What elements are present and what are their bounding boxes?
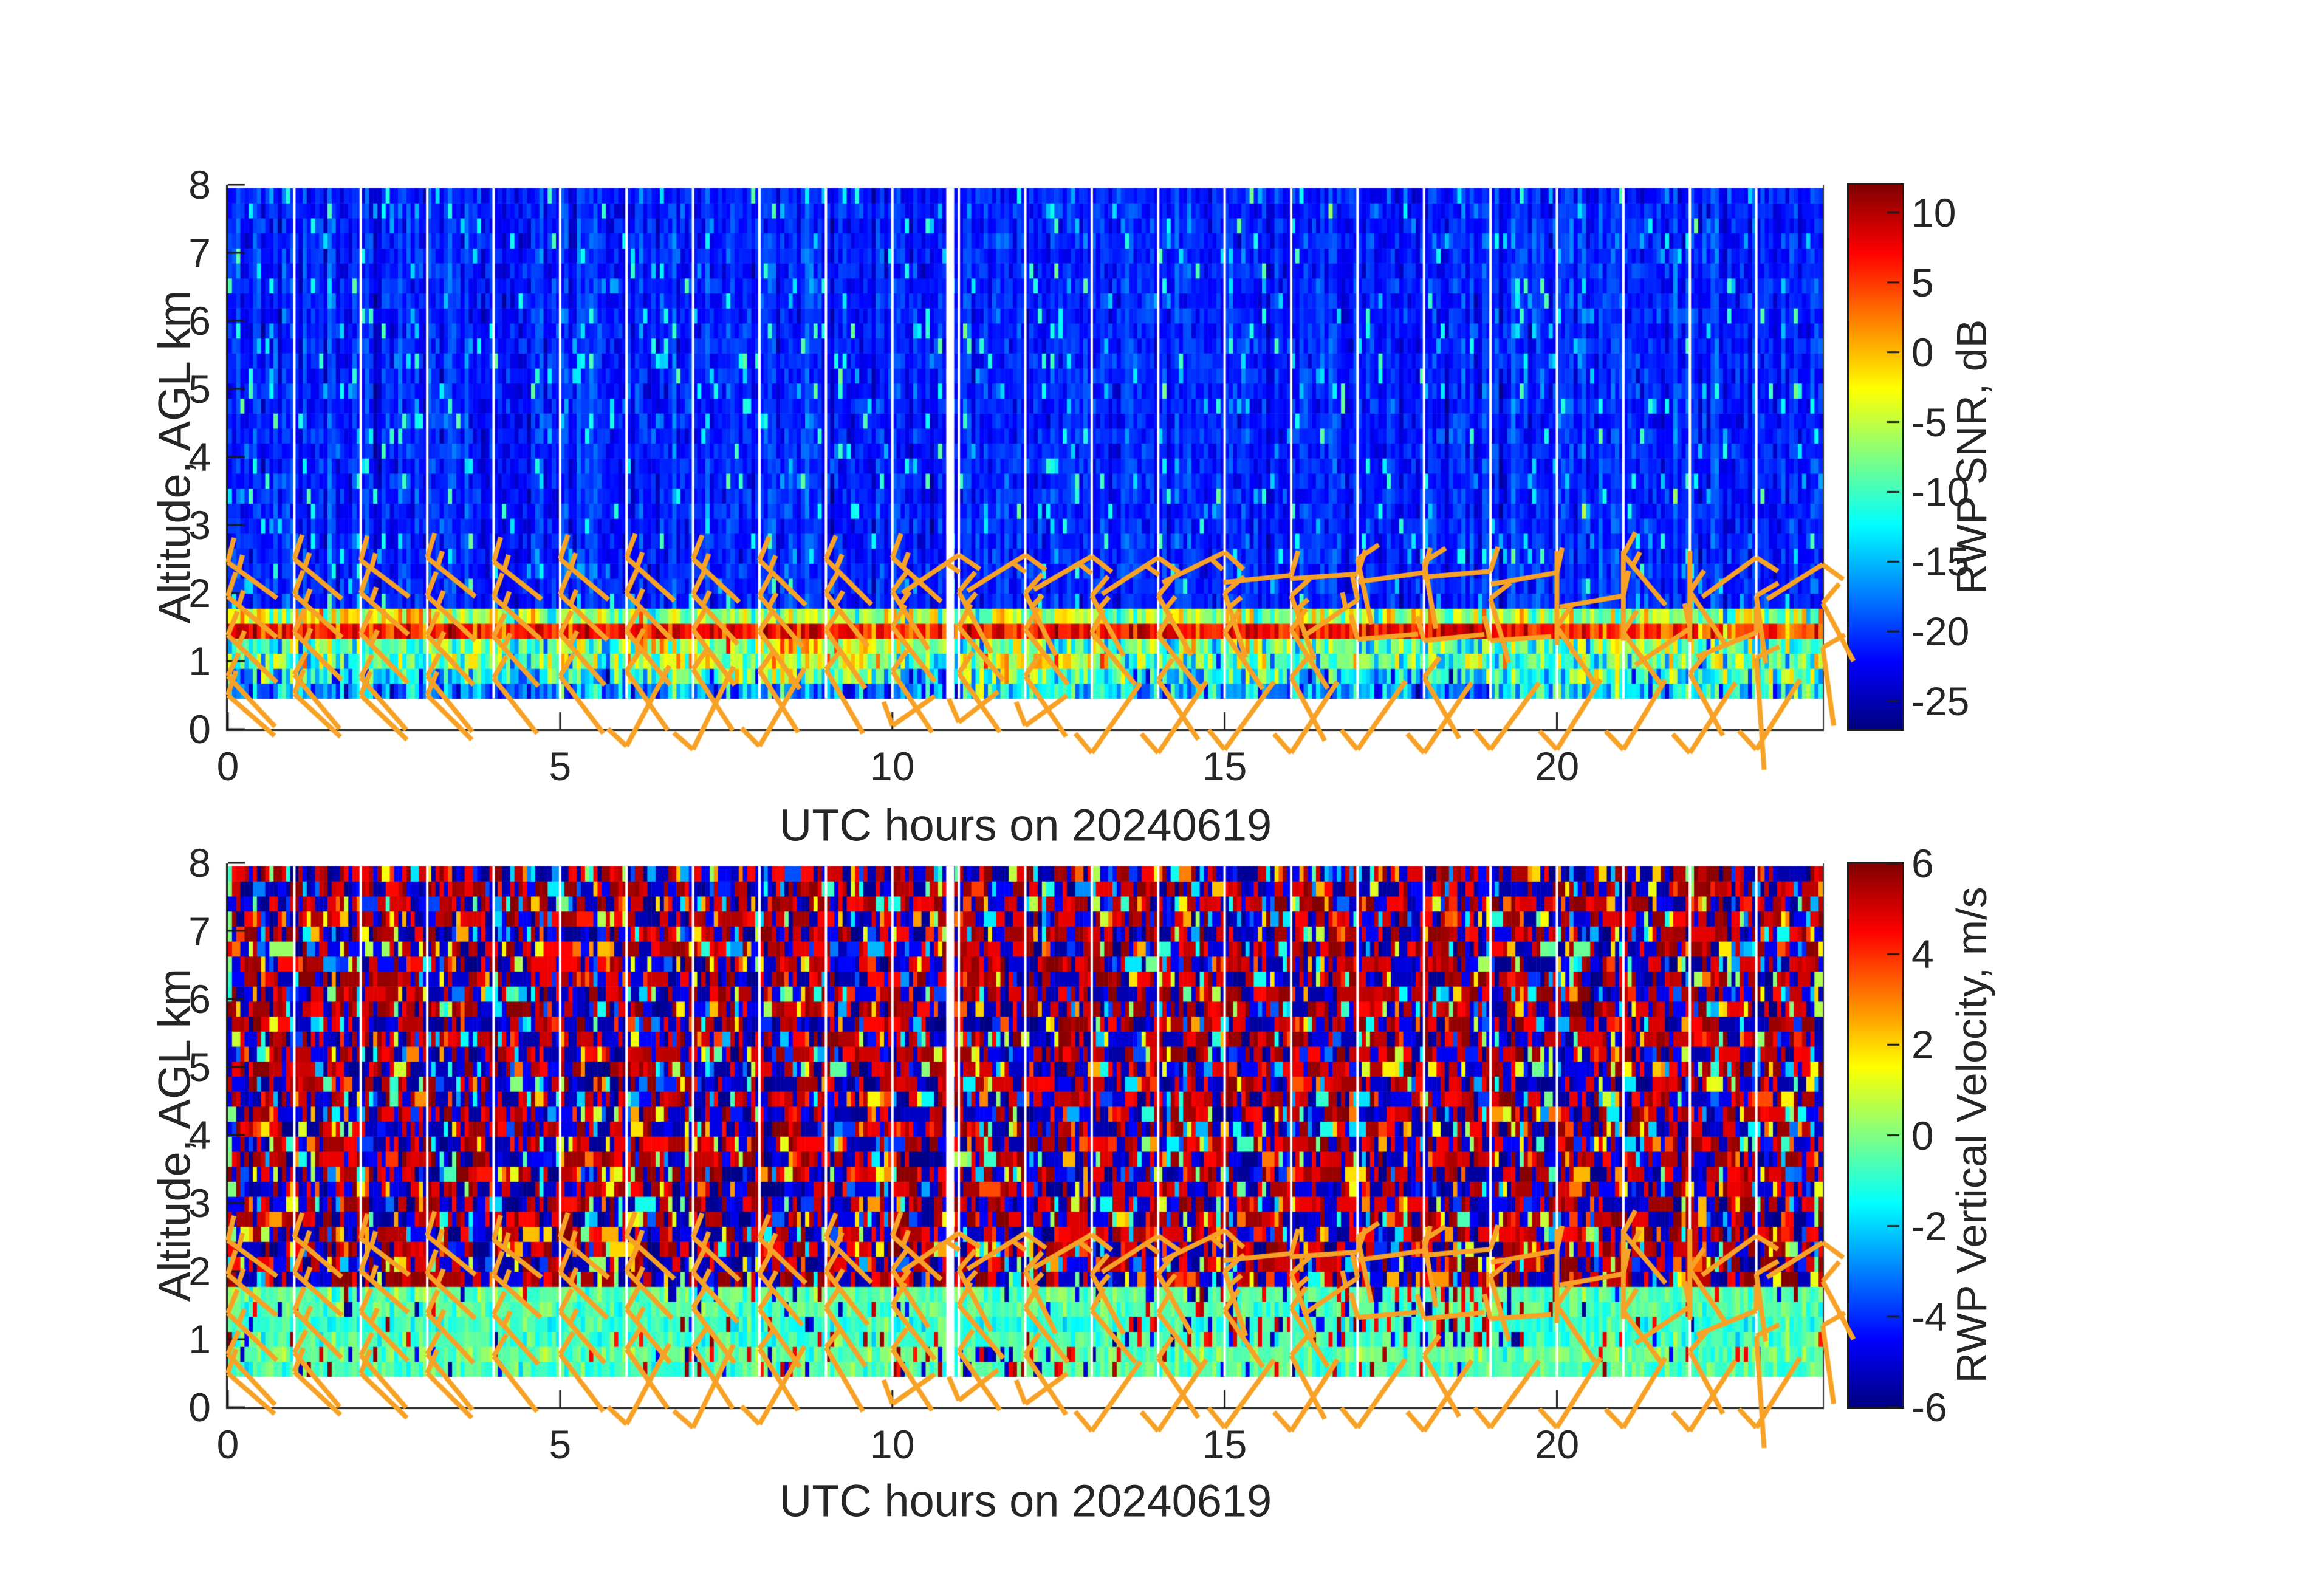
bottom-colorbar-tick-label: 4 <box>1911 931 1934 977</box>
bottom-y-tick-label: 1 <box>188 1317 211 1362</box>
top-x-tick-label: 15 <box>1202 744 1247 789</box>
top-y-tick-label: 5 <box>188 366 211 411</box>
velocity-colorbar-label: RWP Vertical Velocity, m/s <box>1948 887 1995 1384</box>
bottom-x-tick-label: 0 <box>216 1422 239 1467</box>
bottom-colorbar-tick-label: 0 <box>1911 1113 1934 1158</box>
top-x-tick-label: 20 <box>1534 744 1580 789</box>
bottom-colorbar-tick-label: -6 <box>1911 1385 1947 1430</box>
top-y-tick-label: 7 <box>188 230 211 275</box>
top-colorbar-tick-label: -5 <box>1911 399 1947 445</box>
bottom-x-tick-label: 20 <box>1534 1422 1580 1467</box>
top-colorbar-tick-label: -25 <box>1911 679 1970 724</box>
top-y-tick-label: 0 <box>188 707 211 752</box>
bottom-x-tick-label: 5 <box>549 1422 572 1467</box>
top-colorbar-tick-label: -20 <box>1911 609 1970 654</box>
velocity-colorbar <box>1847 862 1904 1409</box>
top-y-tick-label: 3 <box>188 503 211 547</box>
top-x-tick-label: 5 <box>549 744 572 789</box>
bottom-colorbar-tick-label: 2 <box>1911 1022 1934 1068</box>
top-colorbar-tick-label: 5 <box>1911 259 1934 305</box>
bottom-y-tick-label: 4 <box>188 1113 211 1158</box>
top-x-tick-label: 10 <box>870 744 915 789</box>
bottom-y-tick-label: 8 <box>188 840 211 885</box>
bottom-x-tick-label: 15 <box>1202 1422 1247 1467</box>
top-y-tick-label: 2 <box>188 571 211 616</box>
top-y-tick-label: 6 <box>188 298 211 343</box>
bottom-colorbar-tick-label: -2 <box>1911 1203 1947 1249</box>
top-x-tick-label: 0 <box>216 744 239 789</box>
top-y-tick-label: 8 <box>188 162 211 207</box>
bottom-y-tick-label: 5 <box>188 1044 211 1089</box>
velocity-x-axis-label: UTC hours on 20240619 <box>779 1475 1272 1526</box>
bottom-y-tick-label: 3 <box>188 1181 211 1226</box>
bottom-y-tick-label: 7 <box>188 908 211 953</box>
bottom-y-tick-label: 2 <box>188 1249 211 1294</box>
top-colorbar-tick-label: 0 <box>1911 329 1934 375</box>
bottom-colorbar-tick-label: 6 <box>1911 841 1934 886</box>
top-y-tick-label: 4 <box>188 434 211 479</box>
top-y-tick-label: 1 <box>188 639 211 684</box>
bottom-y-tick-label: 0 <box>188 1385 211 1430</box>
bottom-y-tick-label: 6 <box>188 976 211 1021</box>
snr-x-axis-label: UTC hours on 20240619 <box>779 800 1272 851</box>
snr-colorbar <box>1847 183 1904 731</box>
top-colorbar-tick-label: -15 <box>1911 539 1970 585</box>
top-colorbar-tick-label: 10 <box>1911 190 1956 235</box>
bottom-colorbar-tick-label: -4 <box>1911 1294 1947 1339</box>
top-colorbar-tick-label: -10 <box>1911 469 1970 515</box>
bottom-x-tick-label: 10 <box>870 1422 915 1467</box>
